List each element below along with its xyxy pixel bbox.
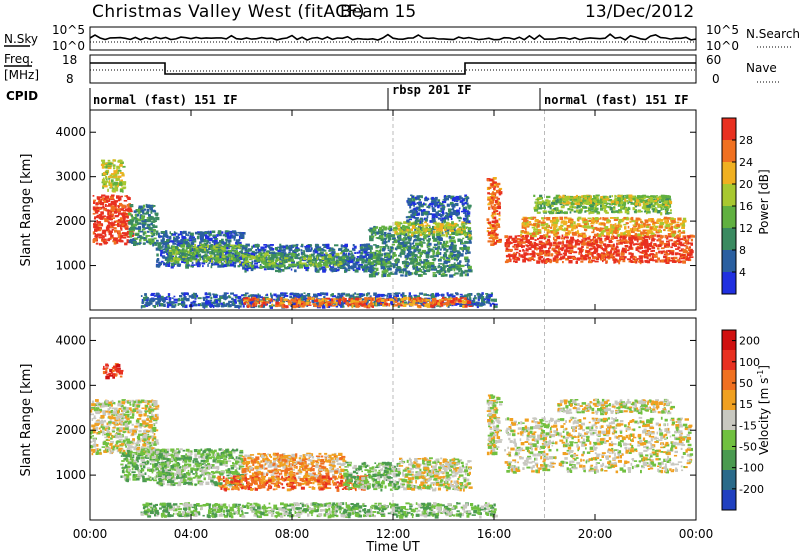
- power-cbar-swatch-1: [722, 250, 736, 272]
- vel-cbar-tick-6: -100: [739, 462, 764, 475]
- beam-label: Beam 15: [340, 2, 416, 22]
- nsky-label: N.Sky: [4, 32, 38, 46]
- power-cbar-swatch-0: [722, 272, 736, 294]
- time-tick-label-2: 08:00: [275, 527, 310, 541]
- power-cbar-swatch-2: [722, 228, 736, 250]
- velocity-ytick-label-3: 4000: [55, 333, 86, 347]
- nave-trace: [90, 70, 696, 71]
- nave-tick-bottom: 0: [712, 72, 720, 86]
- power-region-12: [520, 217, 687, 238]
- vel-cbar-tick-7: -200: [739, 483, 764, 496]
- cpid-segment-2: rbsp 201 IF: [392, 83, 471, 97]
- nsearch-label: N.Search: [746, 27, 800, 41]
- nave-tick-top: 60: [706, 53, 721, 67]
- power-region-1: [101, 159, 126, 193]
- vel-cbar-swatch-0: [722, 490, 736, 510]
- power-cbar-tick-4: 20: [739, 178, 753, 191]
- freq-unit-label: [MHz]: [4, 68, 39, 82]
- velocity-ylabel: Slant Range [km]: [19, 364, 34, 477]
- vel-cbar-tick-2: 50: [739, 377, 753, 390]
- power-cbar-swatch-4: [722, 184, 736, 206]
- velocity-region-8: [487, 394, 503, 455]
- power-heatmap: [93, 110, 695, 310]
- date-label: 13/Dec/2012: [585, 2, 694, 22]
- freq-tick-bottom: 8: [66, 72, 74, 86]
- velocity-ytick-label-2: 3000: [55, 378, 86, 392]
- freq-tick-top: 18: [62, 53, 77, 67]
- power-ytick-label-0: 1000: [55, 259, 86, 273]
- cpid-segment-3: normal (fast) 151 IF: [544, 93, 689, 107]
- nsky-tick-top: 10^5: [52, 23, 85, 37]
- power-cbar-tick-1: 8: [739, 244, 746, 257]
- station-title: Christmas Valley West (fitACF): [92, 2, 365, 22]
- velocity-ytick-label-0: 1000: [55, 468, 86, 482]
- vel-cbar-swatch-5: [722, 390, 736, 410]
- power-region-2: [128, 204, 159, 247]
- velocity-colorbar-label: Velocity [m s-1]: [756, 365, 771, 455]
- vel-cbar-swatch-7: [722, 350, 736, 370]
- nsearch-tick-bottom: 10^0: [706, 39, 739, 53]
- freq-panel: [90, 55, 696, 83]
- time-tick-label-4: 16:00: [477, 527, 512, 541]
- time-axis-label: Time UT: [365, 540, 419, 554]
- vel-cbar-tick-4: -15: [739, 419, 757, 432]
- freq-trace: [90, 63, 696, 74]
- vel-cbar-swatch-4: [722, 410, 736, 430]
- power-region-11: [504, 235, 695, 265]
- power-ytick-label-3: 4000: [55, 125, 86, 139]
- power-cbar-tick-6: 28: [739, 134, 753, 147]
- time-tick-label-5: 20:00: [578, 527, 613, 541]
- cpid-segment-1: normal (fast) 151 IF: [93, 93, 238, 107]
- velocity-region-11: [141, 502, 498, 519]
- time-tick-label-6: 00:00: [679, 527, 714, 541]
- power-cbar-tick-0: 4: [739, 266, 746, 279]
- velocity-region-6: [343, 462, 402, 492]
- velocity-region-10: [557, 399, 675, 415]
- time-tick-label-0: 00:00: [73, 527, 108, 541]
- power-cbar-tick-5: 24: [739, 156, 753, 169]
- power-cbar-tick-2: 12: [739, 222, 753, 235]
- power-panel: 1000 2000 3000 4000 Slant Range [km]: [19, 110, 696, 310]
- power-colorbar: 4 8 12 16 20 24 28: [722, 118, 753, 294]
- power-cbar-swatch-6: [722, 140, 736, 162]
- power-ytick-label-1: 2000: [55, 214, 86, 228]
- vel-cbar-swatch-6: [722, 370, 736, 390]
- velocity-heatmap: [90, 318, 693, 520]
- time-tick-label-1: 04:00: [174, 527, 209, 541]
- vel-cbar-swatch-8: [722, 330, 736, 350]
- nave-label: Nave: [746, 61, 777, 75]
- power-ylabel: Slant Range [km]: [19, 154, 34, 267]
- power-region-10: [487, 177, 503, 246]
- power-cbar-swatch-5: [722, 162, 736, 184]
- power-region-0: [93, 195, 135, 246]
- power-cbar-swatch-3: [722, 206, 736, 228]
- power-ytick-label-2: 3000: [55, 170, 86, 184]
- nsky-trace: [90, 34, 696, 40]
- vel-cbar-swatch-3: [722, 430, 736, 450]
- nsky-tick-bottom: 10^0: [52, 39, 85, 53]
- power-colorbar-label: Power [dB]: [757, 169, 771, 234]
- velocity-ytick-label-1: 2000: [55, 423, 86, 437]
- velocity-region-7: [399, 457, 473, 491]
- vel-cbar-swatch-1: [722, 470, 736, 490]
- nsearch-tick-top: 10^5: [706, 23, 739, 37]
- time-tick-label-3: 12:00: [376, 527, 411, 541]
- power-cbar-tick-3: 16: [739, 200, 753, 213]
- velocity-region-9: [504, 417, 693, 474]
- vel-cbar-tick-5: -50: [739, 440, 757, 453]
- velocity-panel: 1000 2000 3000 4000 Slant Range [km]: [19, 318, 696, 520]
- velocity-region-0: [90, 399, 159, 455]
- power-cbar-swatch-7: [722, 118, 736, 140]
- vel-cbar-swatch-2: [722, 450, 736, 470]
- vel-cbar-tick-0: 200: [739, 335, 760, 348]
- vel-cbar-tick-3: 15: [739, 398, 753, 411]
- power-region-9: [406, 195, 472, 225]
- freq-label: Freq.: [4, 52, 34, 66]
- cpid-label: CPID: [6, 89, 38, 103]
- velocity-region-1: [103, 363, 124, 379]
